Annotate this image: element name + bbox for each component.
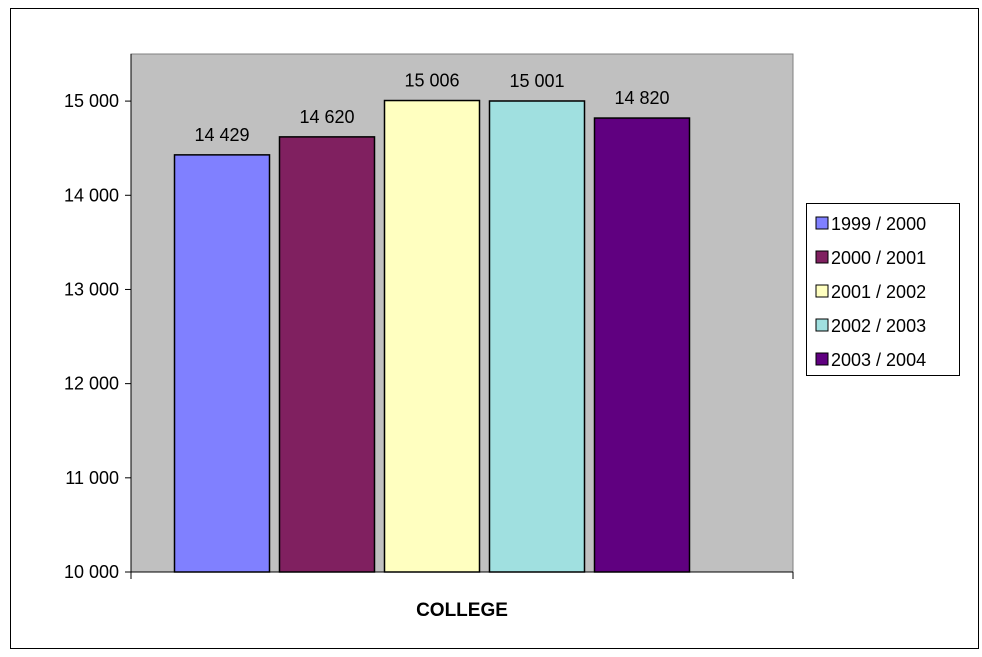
bar [488,100,586,573]
x-axis-title: COLLEGE [416,600,508,621]
data-label: 15 001 [509,71,564,91]
legend-label: 2003 / 2004 [831,350,926,370]
y-tick-label: 11 000 [65,468,119,488]
bar [383,99,481,573]
legend-label: 2001 / 2002 [831,282,926,302]
legend-swatch [815,352,829,366]
bar [173,154,271,573]
bars-layer: 14 429 14 620 15 006 15 001 14 820 [173,71,691,573]
data-label: 14 429 [194,125,249,145]
y-tick-label: 12 000 [64,374,119,394]
data-label: 14 820 [614,88,669,108]
legend: 1999 / 2000 2000 / 2001 2001 / 2002 2002 / … [806,203,960,376]
legend-label: 2002 / 2003 [831,316,926,336]
legend-label: 2000 / 2001 [831,248,926,268]
legend-swatch [815,216,829,230]
y-tick-label: 13 000 [64,279,119,299]
bar [593,117,691,573]
bar [278,136,376,573]
y-tick-label: 15 000 [64,91,119,111]
y-tick-label: 10 000 [64,562,119,582]
legend-label: 1999 / 2000 [831,214,926,234]
data-label: 15 006 [404,71,459,91]
legend-swatch [815,284,829,298]
legend-swatch [815,318,829,332]
legend-swatch [815,250,829,264]
data-label: 14 620 [299,107,354,127]
legend-box [806,203,960,376]
y-tick-label: 14 000 [64,185,119,205]
y-axis: 10 000 11 000 12 000 13 000 14 000 15 000 [64,54,794,582]
